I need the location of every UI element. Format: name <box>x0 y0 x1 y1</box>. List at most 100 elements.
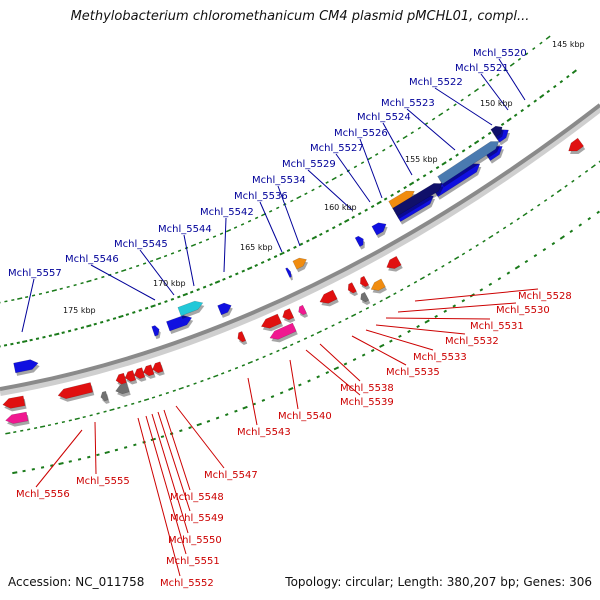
forward-gene-arrow[interactable] <box>354 235 364 247</box>
forward-gene-arrow[interactable] <box>217 302 232 316</box>
forward-leader-line <box>277 185 301 247</box>
reverse-gene-label[interactable]: Mchl_5531 <box>470 321 524 332</box>
reverse-gene-label[interactable]: Mchl_5530 <box>496 305 550 316</box>
reverse-gene-label[interactable]: Mchl_5547 <box>204 470 258 481</box>
forward-gene-label[interactable]: Mchl_5524 <box>357 112 411 123</box>
tick-mark <box>419 276 425 281</box>
reverse-gene-label[interactable]: Mchl_5550 <box>168 535 222 546</box>
tick-mark <box>255 358 259 361</box>
forward-gene-label[interactable]: Mchl_5527 <box>310 143 364 154</box>
reverse-gene-arrow[interactable] <box>115 372 127 385</box>
reverse-gene-arrow[interactable] <box>260 313 282 329</box>
tick-mark <box>138 400 142 403</box>
reverse-gene-label[interactable]: Mchl_5556 <box>16 489 70 500</box>
reverse-gene-arrow[interactable] <box>568 137 585 152</box>
forward-gene-label[interactable]: Mchl_5523 <box>381 98 435 109</box>
orange-gene-arrow[interactable] <box>370 278 386 291</box>
tick-mark <box>427 272 431 276</box>
reverse-gene-label[interactable]: Mchl_5528 <box>518 291 572 302</box>
steel-gene-arrow[interactable] <box>437 141 500 185</box>
tick-mark <box>516 217 520 221</box>
forward-gene-arrow[interactable] <box>285 267 292 278</box>
tick-mark <box>435 165 440 170</box>
reverse-gene-arrow[interactable] <box>282 308 295 321</box>
orange-gene-arrow[interactable] <box>292 257 307 270</box>
reverse-gene-label[interactable]: Mchl_5551 <box>166 556 220 567</box>
reverse-gene-label[interactable]: Mchl_5538 <box>340 383 394 394</box>
tick-mark <box>155 257 162 261</box>
reverse-gene-label[interactable]: Mchl_5535 <box>386 367 440 378</box>
forward-gene-label[interactable]: Mchl_5546 <box>65 254 119 265</box>
reverse-gene-label[interactable]: Mchl_5549 <box>170 513 224 524</box>
gray-gene-arrow[interactable] <box>100 390 109 402</box>
scale-label: 170 kbp <box>153 279 186 288</box>
forward-gene-label[interactable]: Mchl_5529 <box>282 159 336 170</box>
forward-gene-arrow[interactable] <box>371 222 387 236</box>
reverse-gene-arrow[interactable] <box>143 364 155 377</box>
reverse-gene-arrow[interactable] <box>386 255 402 269</box>
tick-mark <box>10 342 14 346</box>
forward-gene-arrow[interactable] <box>166 315 193 332</box>
reverse-gene-arrow[interactable] <box>57 382 94 400</box>
reverse-gene-arrow[interactable] <box>2 395 26 409</box>
gray-gene-arrow[interactable] <box>360 291 370 303</box>
tick-mark <box>318 184 322 188</box>
tick-mark <box>138 308 142 312</box>
reverse-gene-label[interactable]: Mchl_5532 <box>445 336 499 347</box>
tick-mark <box>514 265 521 270</box>
tick-mark <box>325 181 329 184</box>
tick-mark <box>590 164 596 169</box>
reverse-gene-arrow[interactable] <box>124 370 136 382</box>
cyan-gene-arrow[interactable] <box>177 300 204 317</box>
tick-mark <box>96 412 100 415</box>
reverse-gene-label[interactable]: Mchl_5555 <box>76 476 130 487</box>
reverse-gene-label[interactable]: Mchl_5543 <box>237 427 291 438</box>
forward-gene-label[interactable]: Mchl_5520 <box>473 48 527 59</box>
reverse-gene-arrow[interactable] <box>319 289 338 304</box>
reverse-gene-label[interactable]: Mchl_5533 <box>413 352 467 363</box>
reverse-gene-arrow[interactable] <box>152 361 164 374</box>
tick-mark <box>296 340 301 344</box>
reverse-gene-label[interactable]: Mchl_5540 <box>278 411 332 422</box>
forward-gene-arrow[interactable] <box>13 359 39 374</box>
forward-gene-label[interactable]: Mchl_5526 <box>334 128 388 139</box>
navy-gene-arrow[interactable] <box>490 125 503 138</box>
tick-mark <box>365 306 370 310</box>
tick-mark <box>247 219 252 223</box>
forward-gene-label[interactable]: Mchl_5545 <box>114 239 168 250</box>
pink-gene-arrow[interactable] <box>269 322 297 340</box>
forward-leader-line <box>480 73 509 111</box>
tick-mark <box>73 283 77 287</box>
reverse-gene-arrow[interactable] <box>347 282 357 294</box>
reverse-gene-label[interactable]: Mchl_5539 <box>340 397 394 408</box>
navy-gene-arrow[interactable] <box>392 183 443 217</box>
tick-mark <box>452 304 457 308</box>
forward-gene-label[interactable]: Mchl_5534 <box>252 175 306 186</box>
tick-mark <box>5 432 11 435</box>
tick-mark <box>61 420 66 424</box>
reverse-gene-label[interactable]: Mchl_5552 <box>160 578 214 589</box>
tick-mark <box>58 462 64 466</box>
forward-gene-label[interactable]: Mchl_5557 <box>8 268 62 279</box>
forward-leader-line <box>307 169 353 211</box>
tick-mark <box>416 178 420 182</box>
pink-gene-arrow[interactable] <box>5 411 29 424</box>
tick-mark <box>372 303 376 307</box>
tick-mark <box>164 300 168 304</box>
tick-mark <box>103 410 107 413</box>
reverse-gene-arrow[interactable] <box>133 367 146 379</box>
reverse-gene-arrow[interactable] <box>237 331 247 343</box>
pink-gene-arrow[interactable] <box>298 304 307 316</box>
tick-mark <box>497 277 502 281</box>
forward-gene-label[interactable]: Mchl_5542 <box>200 207 254 218</box>
reverse-gene-arrow[interactable] <box>360 275 370 288</box>
forward-gene-arrow[interactable] <box>151 325 160 337</box>
orange-gene-arrow[interactable] <box>388 190 415 210</box>
forward-gene-label[interactable]: Mchl_5544 <box>158 224 212 235</box>
forward-gene-label[interactable]: Mchl_5521 <box>455 63 509 74</box>
reverse-gene-label[interactable]: Mchl_5548 <box>170 492 224 503</box>
forward-gene-label[interactable]: Mchl_5522 <box>409 77 463 88</box>
reverse-leader-line <box>305 349 361 396</box>
gray-gene-arrow[interactable] <box>115 382 130 395</box>
forward-gene-label[interactable]: Mchl_5536 <box>234 191 288 202</box>
